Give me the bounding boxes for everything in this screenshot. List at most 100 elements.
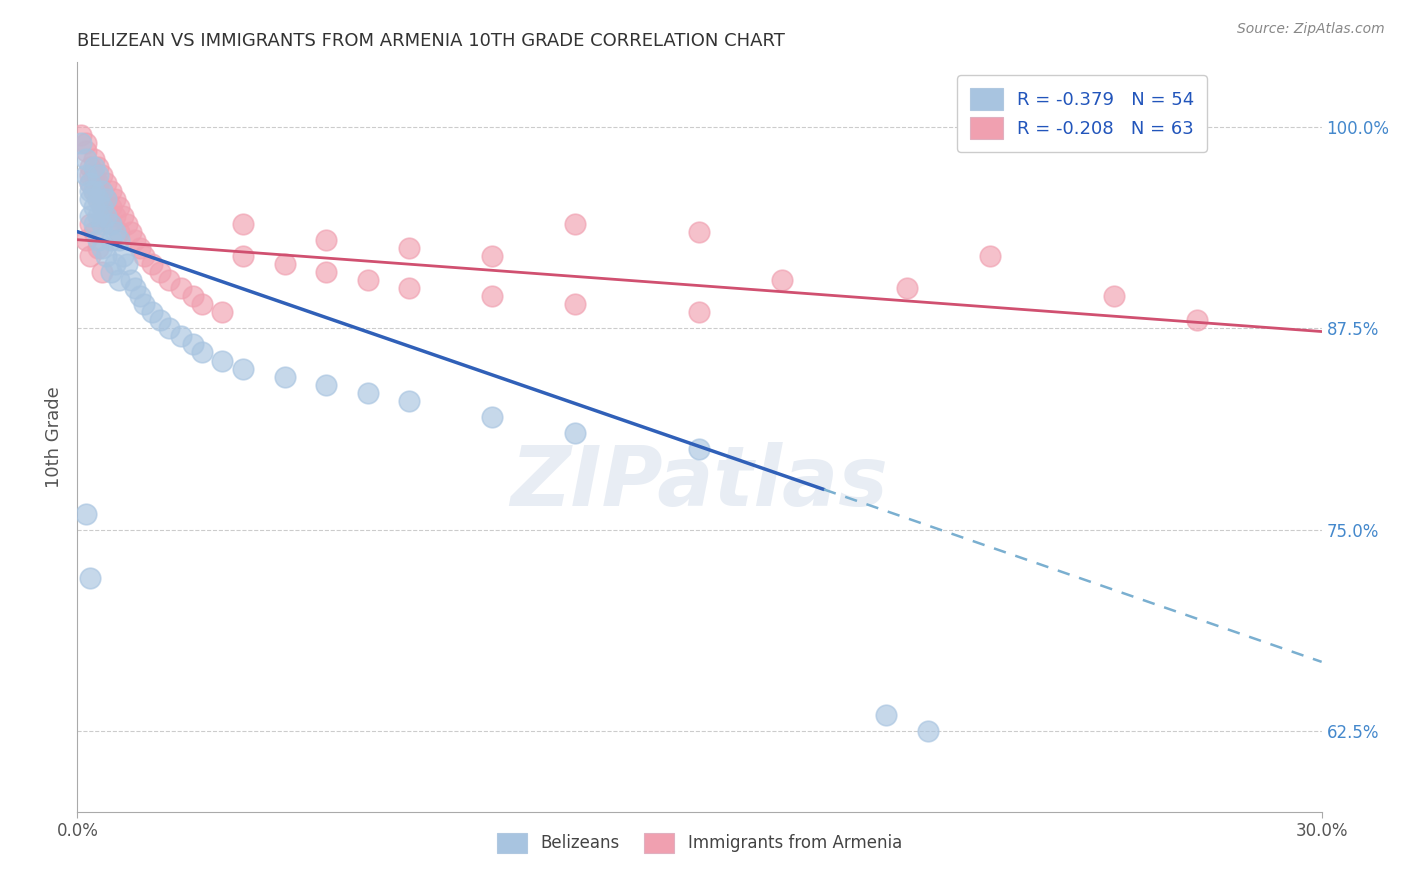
Point (100, 185, 122, 199)
Point (157, 321, 180, 335)
Point (481, 289, 503, 303)
Point (87, 209, 110, 223)
Point (96, 249, 118, 263)
Point (115, 257, 138, 271)
Point (79, 193, 101, 207)
Point (96, 193, 118, 207)
Point (91, 185, 114, 199)
Point (96, 209, 118, 223)
Point (83, 185, 105, 199)
Point (79, 176, 101, 190)
Point (91, 241, 114, 255)
Point (100, 217, 122, 231)
Point (124, 233, 146, 247)
Point (87, 193, 110, 207)
Point (132, 297, 155, 311)
Text: BELIZEAN VS IMMIGRANTS FROM ARMENIA 10TH GRADE CORRELATION CHART: BELIZEAN VS IMMIGRANTS FROM ARMENIA 10TH… (77, 32, 785, 50)
Point (79, 571, 101, 585)
Point (128, 289, 150, 303)
Point (111, 209, 134, 223)
Point (170, 281, 193, 295)
Point (211, 353, 233, 368)
Point (190, 345, 214, 359)
Point (70, 128, 93, 142)
Point (83, 152, 105, 166)
Point (91, 185, 114, 199)
Point (83, 185, 105, 199)
Point (104, 209, 127, 223)
Point (91, 265, 114, 279)
Point (1102, 289, 1125, 303)
Point (87, 176, 110, 190)
Point (170, 329, 193, 343)
Point (273, 257, 295, 271)
Point (398, 241, 420, 255)
Point (79, 176, 101, 190)
Point (104, 257, 127, 271)
Point (315, 233, 337, 247)
Point (917, 724, 939, 739)
Point (96, 209, 118, 223)
Point (124, 281, 146, 295)
Point (91, 217, 114, 231)
Point (564, 217, 586, 231)
Point (104, 225, 127, 239)
Y-axis label: 10th Grade: 10th Grade (45, 386, 63, 488)
Point (564, 425, 586, 440)
Point (149, 265, 172, 279)
Point (96, 176, 118, 190)
Point (875, 708, 897, 723)
Point (87, 160, 110, 174)
Point (83, 168, 105, 182)
Point (87, 193, 110, 207)
Point (190, 297, 214, 311)
Point (357, 385, 380, 400)
Point (79, 209, 101, 223)
Point (107, 233, 129, 247)
Point (87, 241, 110, 255)
Point (79, 249, 101, 263)
Point (115, 217, 138, 231)
Point (75, 152, 97, 166)
Point (120, 225, 142, 239)
Point (100, 201, 122, 215)
Point (564, 297, 586, 311)
Point (157, 273, 180, 287)
Point (83, 160, 105, 174)
Point (83, 225, 105, 239)
Point (75, 168, 97, 182)
Point (75, 507, 97, 521)
Point (75, 144, 97, 158)
Point (141, 305, 163, 319)
Point (398, 281, 420, 295)
Point (273, 369, 295, 384)
Point (107, 225, 129, 239)
Point (83, 201, 105, 215)
Point (398, 393, 420, 408)
Point (91, 201, 114, 215)
Point (87, 168, 110, 182)
Text: Source: ZipAtlas.com: Source: ZipAtlas.com (1237, 22, 1385, 37)
Point (689, 305, 711, 319)
Point (104, 193, 127, 207)
Point (75, 136, 97, 150)
Point (211, 305, 233, 319)
Point (79, 168, 101, 182)
Point (128, 241, 150, 255)
Point (96, 193, 118, 207)
Point (100, 265, 122, 279)
Point (79, 217, 101, 231)
Point (107, 273, 129, 287)
Point (79, 185, 101, 199)
Point (183, 337, 205, 351)
Point (772, 273, 794, 287)
Point (83, 217, 105, 231)
Point (120, 273, 142, 287)
Text: ZIPatlas: ZIPatlas (510, 442, 889, 523)
Point (183, 289, 205, 303)
Point (91, 201, 114, 215)
Point (481, 409, 503, 424)
Point (91, 168, 114, 182)
Point (357, 273, 380, 287)
Point (75, 233, 97, 247)
